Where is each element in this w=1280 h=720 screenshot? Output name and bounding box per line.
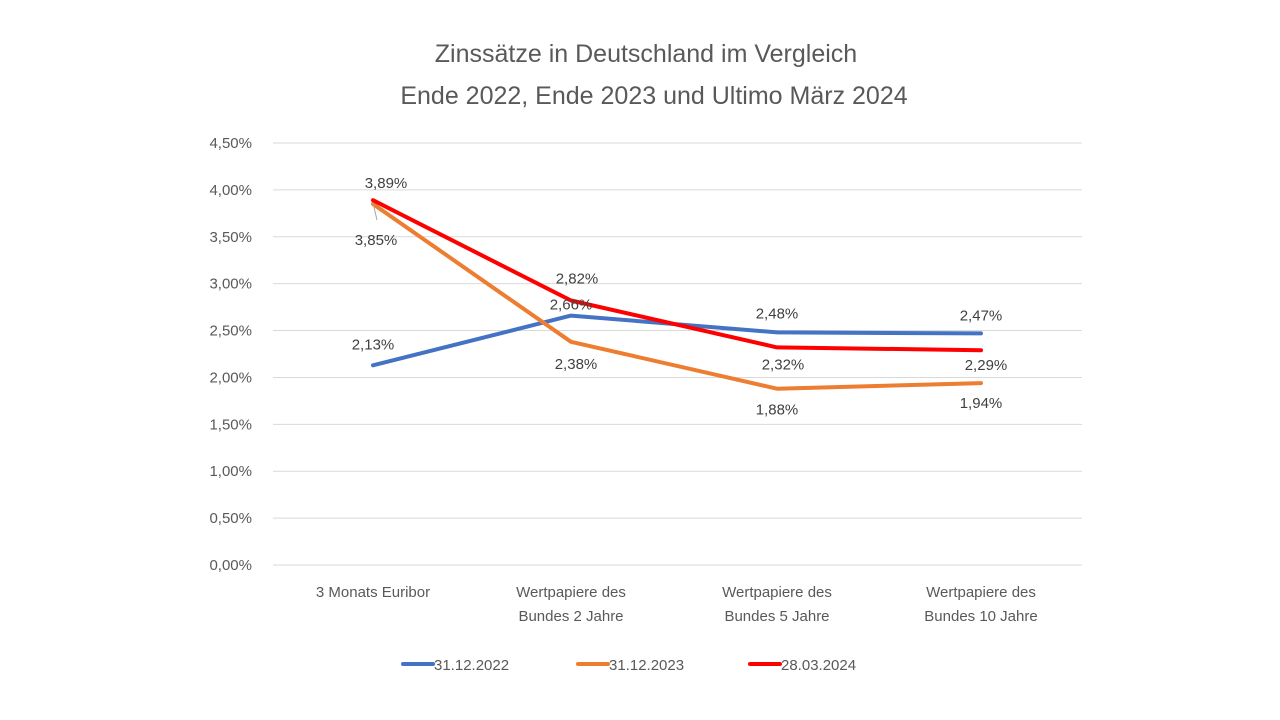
legend: 31.12.2022 31.12.2023 28.03.2024 xyxy=(401,657,856,674)
label-leader-line xyxy=(372,202,378,221)
x-axis: 3 Monats Euribor Wertpapiere des Bundes 2 … xyxy=(316,584,1038,625)
chart-title-line-1: Zinssätze in Deutschland im Vergleich xyxy=(435,40,857,68)
data-label: 2,48% xyxy=(756,305,799,322)
y-tick-label: 3,50% xyxy=(209,229,252,246)
legend-item: 28.03.2024 xyxy=(748,657,856,674)
y-tick-label: 2,50% xyxy=(209,323,252,340)
y-tick-label: 1,50% xyxy=(209,416,252,433)
y-tick-label: 2,00% xyxy=(209,369,252,386)
y-tick-label: 4,50% xyxy=(209,135,252,152)
y-tick-label: 4,00% xyxy=(209,182,252,199)
legend-label: 31.12.2023 xyxy=(609,657,684,674)
legend-item: 31.12.2022 xyxy=(401,657,509,674)
data-label: 1,88% xyxy=(756,402,799,419)
x-tick-label: Bundes 10 Jahre xyxy=(924,608,1037,625)
x-tick-label: Wertpapiere des xyxy=(722,584,832,601)
y-tick-label: 1,00% xyxy=(209,463,252,480)
y-tick-label: 3,00% xyxy=(209,276,252,293)
data-label: 1,94% xyxy=(960,395,1003,412)
data-label: 2,66% xyxy=(550,297,593,314)
data-label: 2,47% xyxy=(960,307,1003,324)
legend-item: 31.12.2023 xyxy=(576,657,684,674)
chart-title-line-2: Ende 2022, Ende 2023 und Ultimo März 202… xyxy=(400,82,907,110)
gridlines xyxy=(273,142,1082,566)
data-label: 2,38% xyxy=(555,356,598,373)
data-label: 2,29% xyxy=(965,357,1008,374)
y-tick-label: 0,50% xyxy=(209,510,252,527)
x-tick-label: Bundes 2 Jahre xyxy=(518,608,623,625)
y-axis: 0,00% 0,50% 1,00% 1,50% 2,00% 2,50% 3,00% 3,50%… xyxy=(209,135,252,574)
x-tick-label: Wertpapiere des xyxy=(516,584,626,601)
data-label: 2,32% xyxy=(762,356,805,373)
legend-label: 31.12.2022 xyxy=(434,657,509,674)
x-tick-label: Wertpapiere des xyxy=(926,584,1036,601)
series-line-28.03.2024 xyxy=(371,198,983,353)
y-tick-label: 0,00% xyxy=(209,557,252,574)
chart-title: Zinssätze in Deutschland im Vergleich En… xyxy=(400,40,907,110)
data-label: 2,82% xyxy=(556,271,599,288)
series-lines xyxy=(371,198,983,391)
x-tick-label: Bundes 5 Jahre xyxy=(724,608,829,625)
data-label: 3,85% xyxy=(355,232,398,249)
x-tick-label: 3 Monats Euribor xyxy=(316,584,430,601)
data-label: 2,13% xyxy=(352,336,395,353)
data-label: 3,89% xyxy=(365,175,408,192)
legend-label: 28.03.2024 xyxy=(781,657,856,674)
series-line-31.12.2023 xyxy=(371,202,983,391)
data-labels: 2,13% 2,66% 2,48% 2,47% 3,85% 2,38% 1,88% 1,94%… xyxy=(352,175,1008,418)
